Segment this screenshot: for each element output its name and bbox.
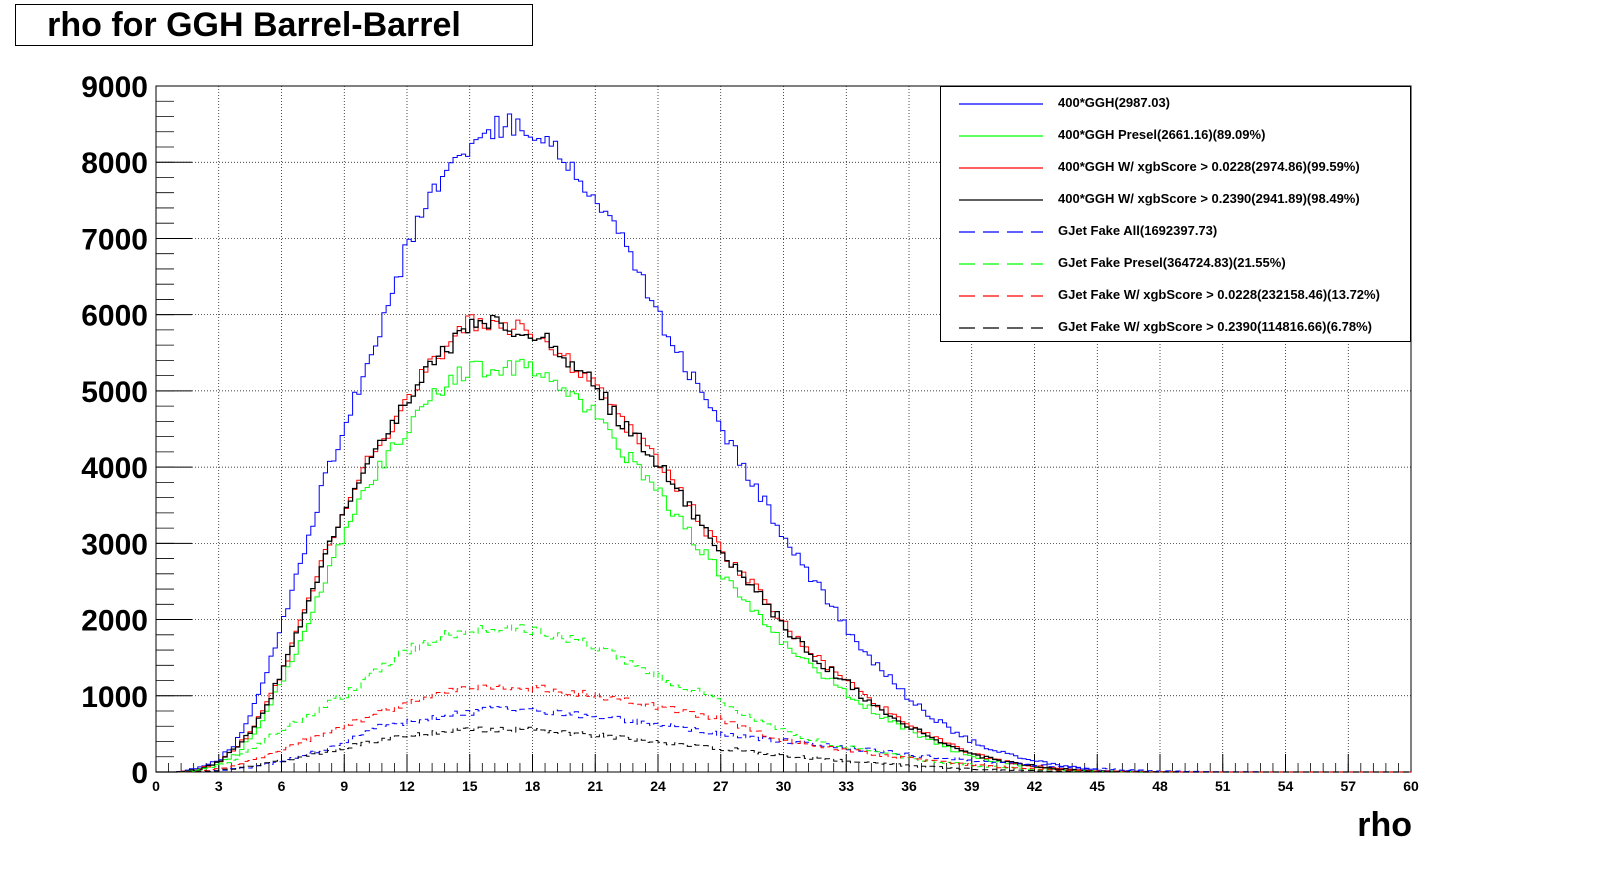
x-tick-label: 45 xyxy=(1089,778,1105,794)
x-tick-label: 36 xyxy=(901,778,917,794)
legend-item: 400*GGH Presel(2661.16)(89.09%) xyxy=(941,119,1410,151)
x-tick-label: 0 xyxy=(152,778,160,794)
chart-title-box: rho for GGH Barrel-Barrel xyxy=(15,4,533,46)
y-tick-label: 6000 xyxy=(81,300,148,333)
x-tick-label: 48 xyxy=(1152,778,1168,794)
y-tick-label: 4000 xyxy=(81,452,148,485)
legend-label: 400*GGH Presel(2661.16)(89.09%) xyxy=(1058,127,1266,142)
series-line xyxy=(156,705,1411,773)
x-tick-label: 21 xyxy=(587,778,603,794)
legend-item: GJet Fake W/ xgbScore > 0.0228(232158.46… xyxy=(941,279,1410,311)
x-tick-label: 42 xyxy=(1027,778,1043,794)
legend-swatch xyxy=(959,295,1043,297)
series-layer xyxy=(156,113,1411,773)
y-tick-label: 7000 xyxy=(81,223,148,256)
y-tick-label: 1000 xyxy=(81,681,148,714)
legend-swatch xyxy=(959,199,1043,201)
legend-label: 400*GGH(2987.03) xyxy=(1058,95,1171,110)
x-tick-label: 18 xyxy=(525,778,541,794)
x-tick-label: 15 xyxy=(462,778,478,794)
chart-title: rho for GGH Barrel-Barrel xyxy=(47,5,461,44)
legend-label: 400*GGH W/ xgbScore > 0.2390(2941.89)(98… xyxy=(1058,191,1360,206)
x-tick-label: 9 xyxy=(340,778,348,794)
legend-item: GJet Fake Presel(364724.83)(21.55%) xyxy=(941,247,1410,279)
x-tick-label: 54 xyxy=(1278,778,1294,794)
x-axis-label: rho xyxy=(1357,806,1412,844)
x-tick-label: 27 xyxy=(713,778,729,794)
legend-label: GJet Fake W/ xgbScore > 0.2390(114816.66… xyxy=(1058,319,1372,334)
x-tick-label: 30 xyxy=(776,778,792,794)
y-tick-label: 2000 xyxy=(81,605,148,638)
legend-swatch xyxy=(959,103,1043,105)
y-tick-label: 5000 xyxy=(81,376,148,409)
series-line xyxy=(156,314,1411,773)
x-tick-label: 6 xyxy=(278,778,286,794)
legend-swatch xyxy=(959,167,1043,169)
x-tick-label: 39 xyxy=(964,778,980,794)
y-tick-label: 8000 xyxy=(81,147,148,180)
legend-label: GJet Fake All(1692397.73) xyxy=(1058,223,1218,238)
legend-label: GJet Fake W/ xgbScore > 0.0228(232158.46… xyxy=(1058,287,1380,302)
ticks-layer: 0 3 6 9 12 15 18 21 24 27 30 33 36 39 42 45 48 51 54 57 6001… xyxy=(81,71,1419,794)
legend-item: 400*GGH(2987.03) xyxy=(941,87,1410,119)
legend: 400*GGH(2987.03) 400*GGH Presel(2661.16)… xyxy=(940,86,1411,342)
x-tick-label: 12 xyxy=(399,778,415,794)
legend-swatch xyxy=(959,231,1043,233)
legend-item: GJet Fake W/ xgbScore > 0.2390(114816.66… xyxy=(941,311,1410,343)
series-line xyxy=(156,726,1411,773)
x-tick-label: 33 xyxy=(838,778,854,794)
legend-swatch xyxy=(959,263,1043,265)
legend-swatch xyxy=(959,135,1043,137)
x-tick-label: 51 xyxy=(1215,778,1231,794)
legend-item: GJet Fake All(1692397.73) xyxy=(941,215,1410,247)
x-tick-label: 57 xyxy=(1340,778,1356,794)
legend-label: GJet Fake Presel(364724.83)(21.55%) xyxy=(1058,255,1286,270)
y-tick-label: 0 xyxy=(131,757,148,790)
y-tick-label: 9000 xyxy=(81,71,148,104)
x-tick-label: 3 xyxy=(215,778,223,794)
x-tick-label: 24 xyxy=(650,778,666,794)
legend-item: 400*GGH W/ xgbScore > 0.0228(2974.86)(99… xyxy=(941,151,1410,183)
legend-swatch xyxy=(959,327,1043,329)
legend-label: 400*GGH W/ xgbScore > 0.0228(2974.86)(99… xyxy=(1058,159,1360,174)
x-tick-label: 60 xyxy=(1403,778,1419,794)
y-tick-label: 3000 xyxy=(81,528,148,561)
legend-item: 400*GGH W/ xgbScore > 0.2390(2941.89)(98… xyxy=(941,183,1410,215)
series-line xyxy=(156,684,1411,773)
